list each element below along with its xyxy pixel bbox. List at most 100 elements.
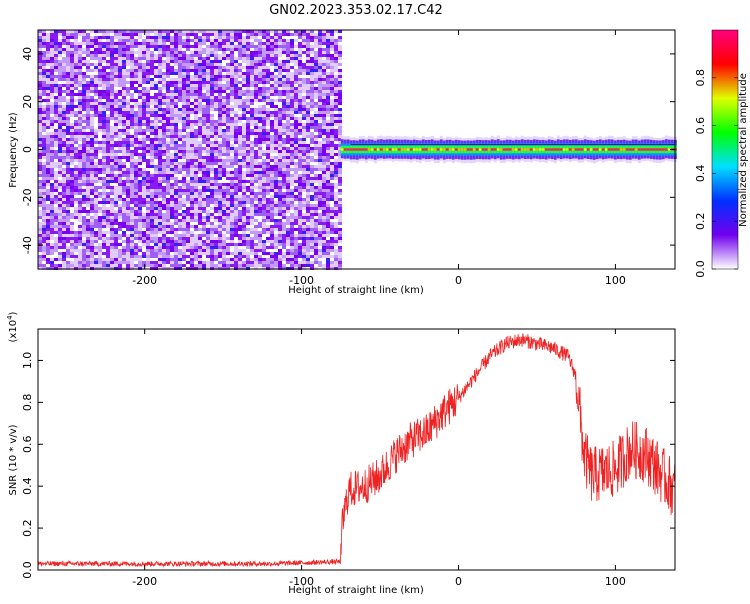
spectrogram-cell: [62, 63, 66, 66]
spectrogram-cell: [278, 264, 282, 267]
spectrogram-cell: [42, 177, 46, 180]
spectrogram-cell: [102, 186, 106, 189]
spectrogram-cell: [214, 114, 218, 117]
spectrogram-cell: [86, 114, 90, 117]
spectrogram-cell: [142, 171, 146, 174]
spectrogram-cell: [206, 45, 210, 48]
spectrogram-cell: [146, 186, 150, 189]
spectrogram-cell: [222, 45, 226, 48]
spectrogram-cell: [126, 156, 130, 159]
spectrogram-cell: [62, 174, 66, 177]
spectrogram-cell: [246, 201, 250, 204]
spectrogram-cell: [170, 198, 174, 201]
spectrogram-cell: [106, 75, 110, 78]
spectrogram-cell: [270, 201, 274, 204]
spectrogram-cell: [110, 192, 114, 195]
spectrogram-cell: [170, 237, 174, 240]
spectrogram-cell: [162, 126, 166, 129]
spectrogram-cell: [106, 237, 110, 240]
spectrogram-cell: [258, 141, 262, 144]
spectrogram-cell: [86, 123, 90, 126]
spectrogram-cell: [226, 48, 230, 51]
spectrogram-cell: [170, 147, 174, 150]
spectrogram-cell: [274, 216, 278, 219]
spectrogram-cell: [166, 105, 170, 108]
spectrogram-cell: [58, 42, 62, 45]
spectrogram-cell: [110, 207, 114, 210]
spectrogram-cell: [254, 240, 258, 243]
spectrogram-cell: [270, 96, 274, 99]
spectrogram-cell: [162, 240, 166, 243]
spectrogram-cell: [158, 153, 162, 156]
spectrogram-cell: [274, 156, 278, 159]
spectrogram-cell: [82, 78, 86, 81]
spectrogram-cell: [210, 105, 214, 108]
spectrogram-cell: [50, 147, 54, 150]
spectrogram-cell: [166, 33, 170, 36]
spectrogram-cell: [126, 51, 130, 54]
spectrogram-cell: [126, 96, 130, 99]
spectrogram-cell: [162, 96, 166, 99]
spectrogram-cell: [150, 264, 154, 267]
spectrogram-cell: [178, 144, 182, 147]
spectrogram-cell: [110, 99, 114, 102]
spectrogram-cell: [234, 240, 238, 243]
spectrogram-cell: [114, 84, 118, 87]
spectrogram-cell: [78, 42, 82, 45]
spectrogram-cell: [274, 165, 278, 168]
spectrogram-cell: [214, 138, 218, 141]
spectrogram-cell: [150, 75, 154, 78]
spectrogram-cell: [146, 198, 150, 201]
spectrogram-cell: [270, 144, 274, 147]
spectrogram-cell: [182, 126, 186, 129]
spectrogram-cell: [38, 159, 42, 162]
spectrogram-cell: [126, 198, 130, 201]
spectrogram-cell: [146, 129, 150, 132]
spectrogram-cell: [258, 225, 262, 228]
spectrogram-cell: [214, 186, 218, 189]
spectrogram-cell: [250, 117, 254, 120]
spectrogram-cell: [98, 195, 102, 198]
spectrogram-cell: [242, 51, 246, 54]
spectrogram-cell: [254, 189, 258, 192]
spectrogram-cell: [282, 261, 286, 264]
spectrogram-cell: [126, 33, 130, 36]
spectrogram-cell: [174, 99, 178, 102]
spectrogram-cell: [46, 114, 50, 117]
spectrogram-cell: [194, 81, 198, 84]
spectrogram-cell: [222, 237, 226, 240]
spectrogram-cell: [70, 156, 74, 159]
spectrogram-cell: [210, 177, 214, 180]
spectrogram-cell: [46, 96, 50, 99]
spectrogram-cell: [174, 264, 178, 267]
spectrogram-cell: [86, 54, 90, 57]
spectrogram-cell: [170, 72, 174, 75]
spectrogram-cell: [154, 96, 158, 99]
spectrogram-cell: [262, 261, 266, 264]
spectrogram-cell: [62, 219, 66, 222]
spectrogram-cell: [270, 258, 274, 261]
spectrogram-cell: [278, 75, 282, 78]
spectrogram-cell: [78, 87, 82, 90]
spectrogram-cell: [58, 87, 62, 90]
spectrogram-cell: [258, 195, 262, 198]
spectrogram-cell: [194, 246, 198, 249]
spectrogram-cell: [38, 183, 42, 186]
spectrogram-cell: [54, 141, 58, 144]
spectrogram-cell: [130, 84, 134, 87]
spectrogram-cell: [214, 237, 218, 240]
spectrogram-cell: [154, 150, 158, 153]
spectrogram-cell: [106, 258, 110, 261]
spectrogram-cell: [214, 147, 218, 150]
spectrogram-cell: [166, 216, 170, 219]
spectrogram-cell: [278, 69, 282, 72]
spectrogram-cell: [254, 144, 258, 147]
spectrogram-cell: [46, 129, 50, 132]
spectrogram-cell: [154, 39, 158, 42]
spectrogram-cell: [138, 177, 142, 180]
spectrogram-cell: [198, 75, 202, 78]
spectrogram-cell: [78, 177, 82, 180]
spectrogram-cell: [274, 213, 278, 216]
spectrogram-cell: [166, 39, 170, 42]
spectrogram-cell: [142, 111, 146, 114]
